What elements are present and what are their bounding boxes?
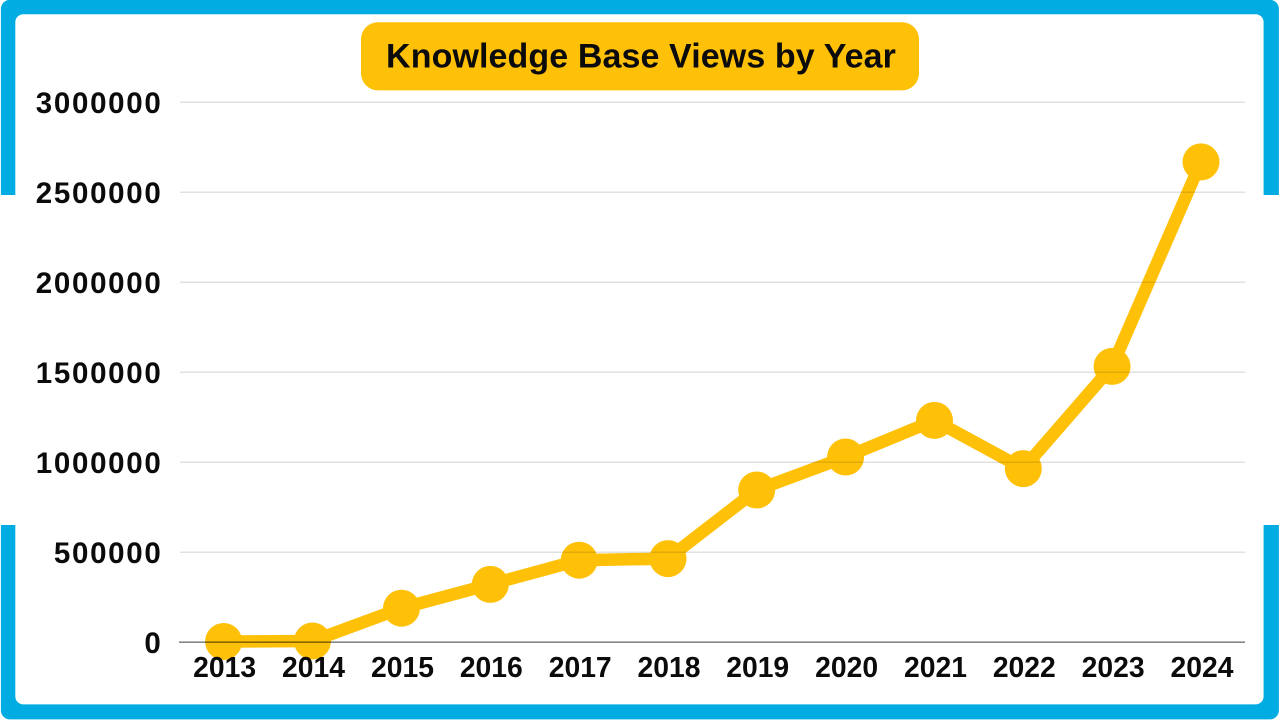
svg-text:Knowledge Base Views by Year: Knowledge Base Views by Year: [386, 38, 896, 76]
svg-text:2021: 2021: [904, 651, 967, 683]
svg-text:2024: 2024: [1171, 651, 1234, 683]
svg-text:2015: 2015: [371, 651, 434, 683]
svg-text:2000000: 2000000: [36, 267, 163, 300]
svg-text:3000000: 3000000: [36, 87, 163, 120]
svg-text:2500000: 2500000: [36, 177, 163, 210]
svg-text:1500000: 1500000: [36, 357, 163, 390]
svg-text:2022: 2022: [993, 651, 1056, 683]
svg-text:2014: 2014: [282, 651, 345, 683]
svg-text:2019: 2019: [726, 651, 789, 683]
svg-text:2020: 2020: [815, 651, 878, 683]
svg-text:1000000: 1000000: [36, 447, 163, 480]
svg-text:2017: 2017: [549, 651, 612, 683]
svg-text:500000: 500000: [54, 537, 163, 570]
svg-text:2023: 2023: [1082, 651, 1145, 683]
svg-text:0: 0: [144, 627, 162, 660]
svg-text:2016: 2016: [460, 651, 523, 683]
svg-text:2018: 2018: [638, 651, 701, 683]
svg-text:2013: 2013: [193, 651, 256, 683]
